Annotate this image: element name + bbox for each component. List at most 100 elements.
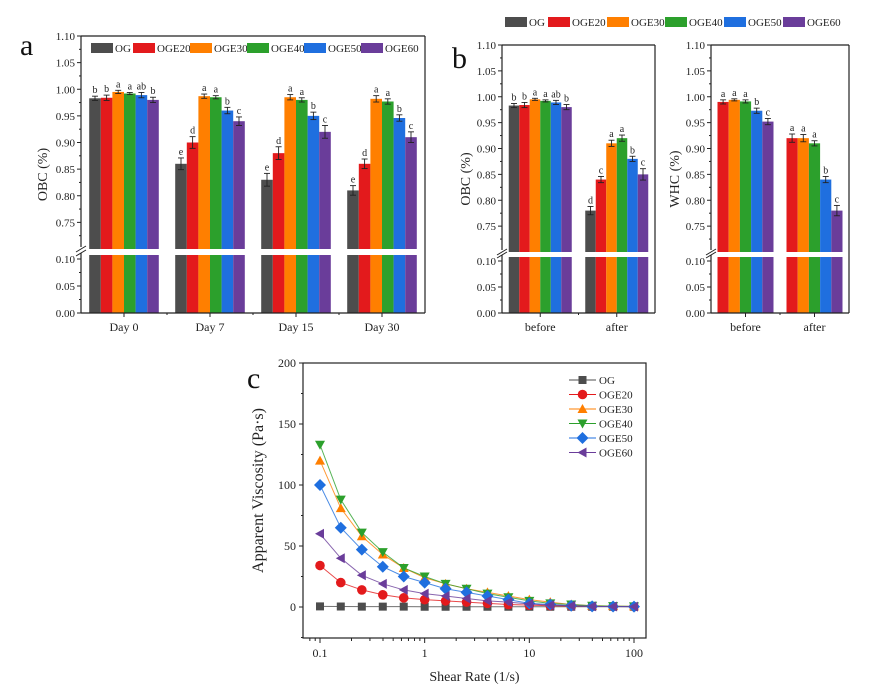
data-point-og [378,602,387,611]
y-tick-label: 50 [284,539,296,553]
significance-label: b [512,92,517,103]
significance-label: b [93,85,98,96]
significance-label: a [202,83,207,94]
data-point-oge20 [357,585,367,595]
bar-lower-oge20 [595,257,607,313]
y-axis-title: OBC (%) [459,152,474,206]
y-tick-label: 0.00 [56,308,76,320]
y-tick-label: 1.10 [686,40,706,52]
bar-lower-oge30 [112,255,124,313]
legend-marker-oge50 [576,432,589,444]
legend-label: OGE30 [599,404,633,416]
bar-oge30 [529,99,541,253]
bar-oge60 [561,107,572,252]
bar-oge40 [124,93,136,249]
legend-label: OGE50 [748,17,782,29]
legend-marker-og [578,376,587,384]
significance-label: a [533,87,538,98]
data-point-oge40 [398,563,409,573]
data-point-oge60 [461,593,471,604]
significance-label: a [300,87,305,98]
y-tick-label: 200 [278,356,296,370]
bar-lower-oge20 [100,255,113,313]
significance-label: e [179,147,184,158]
series-line-oge50 [319,484,635,608]
x-tick-label: 1 [422,646,428,660]
data-point-oge50 [314,479,326,491]
legend-label: OGE60 [599,448,633,460]
significance-label: c [323,114,328,125]
bar-oge50 [627,158,638,252]
bar-lower-oge60 [319,255,331,313]
bar-oge30 [370,98,382,250]
legend-label: OG [529,17,545,29]
significance-label: a [620,124,625,135]
bar-lower-oge50 [820,257,832,313]
data-point-oge30 [315,455,325,465]
bar-lower-oge40 [124,255,136,313]
significance-label: b [823,165,828,176]
bar-og [175,163,187,249]
data-point-oge60 [377,578,387,589]
bar-lower-oge50 [135,255,148,313]
legend-label: OG [115,43,131,55]
legend-label: OG [599,375,615,387]
significance-label: ab [137,81,146,92]
y-tick-label: 0.05 [56,281,76,293]
y-tick-label: 0.80 [477,195,497,207]
bar-lower-oge60 [147,255,159,313]
data-point-oge60 [545,600,555,611]
significance-label: a [543,89,548,100]
significance-label: a [386,88,391,99]
x-tick-label: 100 [625,646,643,660]
y-tick-label: 0.90 [56,138,76,150]
y-tick-label: 1.00 [686,92,706,104]
bar-lower-oge60 [831,257,843,313]
data-point-oge60 [315,528,324,539]
bar-og [89,98,101,250]
significance-label: a [801,124,806,135]
significance-label: b [104,84,109,95]
bar-lower-oge50 [550,257,562,313]
y-tick-label: 0.05 [477,282,497,294]
bar-lower-oge60 [762,257,774,313]
data-point-oge60 [419,588,429,599]
bar-oge20 [519,105,530,252]
axis-break-mark [705,248,717,256]
data-point-oge20 [398,593,409,603]
x-tick-label: after [606,320,628,334]
bar-lower-oge50 [307,255,320,313]
bar-og [347,190,359,249]
bar-oge50 [820,179,832,252]
legend-label: OGE40 [271,43,305,55]
panel-b-legend: OG OGE20 OGE30 OGE40 OGE50 OGE60 [505,17,841,29]
bar-oge20 [272,153,285,249]
y-tick-label: 0.85 [686,169,706,181]
bar-oge60 [319,131,331,249]
bar-oge30 [198,96,210,249]
y-tick-label: 0.10 [477,256,497,268]
legend-label: OGE50 [328,43,362,55]
bar-oge40 [540,100,551,252]
y-tick-label: 1.05 [477,66,497,78]
axis-break-gap [79,249,427,255]
y-tick-label: 0.00 [477,308,497,320]
y-tick-label: 1.05 [56,58,76,70]
legend-label: OGE20 [599,390,633,402]
y-tick-label: 1.00 [56,84,76,96]
bar-lower-oge50 [393,255,406,313]
y-tick-label: 0.85 [477,169,497,181]
significance-label: d [276,136,281,147]
significance-label: e [351,175,356,186]
y-tick-label: 1.00 [477,92,497,104]
y-tick-label: 0.75 [477,221,497,233]
data-point-oge60 [566,600,576,611]
data-point-oge40 [315,440,325,450]
bar-lower-og [347,255,359,313]
bar-lower-oge60 [637,257,649,313]
data-point-oge60 [440,591,450,602]
y-tick-label: 1.10 [477,40,497,52]
bar-oge60 [147,99,159,250]
data-point-oge60 [482,595,492,606]
